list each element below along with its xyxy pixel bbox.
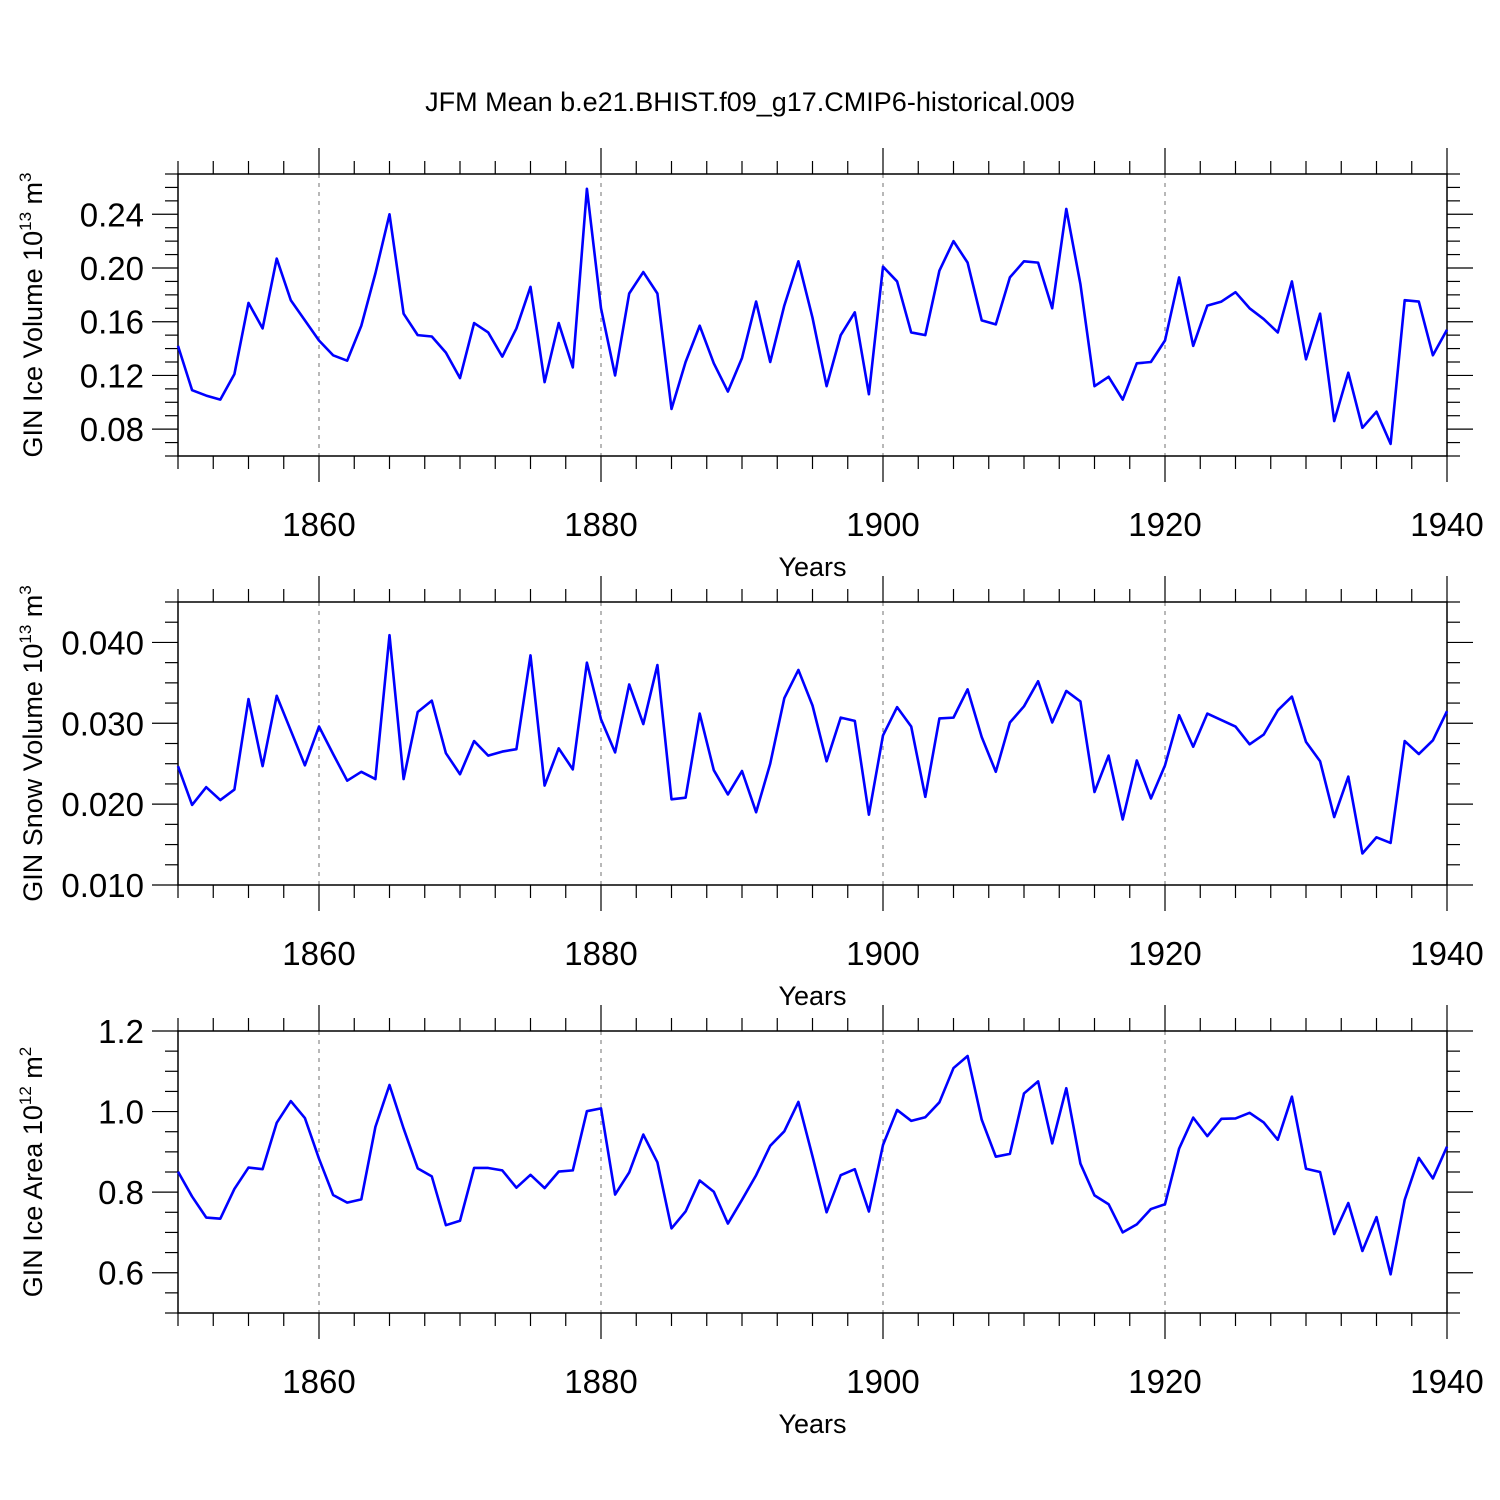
y-tick-label: 0.6 bbox=[98, 1255, 144, 1292]
x-tick-label: 1860 bbox=[282, 1363, 355, 1400]
x-tick-label: 1900 bbox=[846, 935, 919, 972]
x-axis-label: Years bbox=[778, 1409, 846, 1439]
y-tick-label: 0.08 bbox=[80, 411, 144, 448]
x-tick-label: 1920 bbox=[1128, 1363, 1201, 1400]
x-tick-label: 1940 bbox=[1410, 506, 1483, 543]
y-tick-label: 0.24 bbox=[80, 196, 144, 233]
y-tick-label: 0.20 bbox=[80, 250, 144, 287]
x-tick-label: 1860 bbox=[282, 935, 355, 972]
x-tick-label: 1880 bbox=[564, 935, 637, 972]
x-tick-label: 1880 bbox=[564, 506, 637, 543]
y-axis-label-main: GIN Snow Volume 10 bbox=[18, 644, 48, 902]
y-axis-label-main: GIN Ice Area 10 bbox=[18, 1105, 48, 1297]
y-axis-label: GIN Snow Volume 1013 m3 bbox=[16, 585, 48, 902]
panel-2: 0.010 0.020 0.030 0.040 1860 1880 1900 1920 1940… bbox=[16, 576, 1484, 1011]
y-axis-label-unit: m bbox=[18, 595, 48, 625]
x-axis-label: Years bbox=[778, 552, 846, 582]
x-axis-label: Years bbox=[778, 981, 846, 1011]
y-tick-label: 0.010 bbox=[61, 867, 144, 904]
y-axis-label-unit: m bbox=[18, 1056, 48, 1086]
x-tick-label: 1880 bbox=[564, 1363, 637, 1400]
y-tick-label: 0.040 bbox=[61, 624, 144, 661]
x-tick-label: 1940 bbox=[1410, 1363, 1483, 1400]
figure-title: JFM Mean b.e21.BHIST.f09_g17.CMIP6-histo… bbox=[425, 87, 1075, 117]
data-points bbox=[177, 1055, 1448, 1275]
panel-1: 0.08 0.12 0.16 0.20 0.24 1860 1880 1900 1920 1940… bbox=[16, 148, 1484, 582]
x-tick-label: 1900 bbox=[846, 506, 919, 543]
y-tick-label: 0.030 bbox=[61, 705, 144, 742]
y-axis-label-unit-exponent: 3 bbox=[16, 585, 35, 594]
y-tick-label: 1.0 bbox=[98, 1094, 144, 1131]
data-points bbox=[177, 635, 1448, 854]
y-axis-label-unit-exponent: 2 bbox=[16, 1047, 35, 1056]
y-tick-label: 0.16 bbox=[80, 304, 144, 341]
y-tick-label: 0.12 bbox=[80, 357, 144, 394]
x-tick-label: 1940 bbox=[1410, 935, 1483, 972]
panel-3: 0.6 0.8 1.0 1.2 1860 1880 1900 1920 1940 Years GIN… bbox=[16, 1005, 1484, 1439]
y-axis-label-unit-exponent: 3 bbox=[16, 172, 35, 181]
x-tick-label: 1860 bbox=[282, 506, 355, 543]
y-tick-label: 0.020 bbox=[61, 786, 144, 823]
y-axis-label-main: GIN Ice Volume 10 bbox=[18, 231, 48, 458]
data-points bbox=[177, 188, 1448, 444]
y-axis-label-unit: m bbox=[18, 182, 48, 212]
y-axis-label-exponent: 12 bbox=[16, 1086, 35, 1105]
y-axis-label: GIN Ice Area 1012 m2 bbox=[16, 1047, 48, 1298]
x-tick-label: 1920 bbox=[1128, 935, 1201, 972]
y-tick-label: 0.8 bbox=[98, 1174, 144, 1211]
y-axis-label: GIN Ice Volume 1013 m3 bbox=[16, 172, 48, 457]
x-tick-label: 1900 bbox=[846, 1363, 919, 1400]
y-axis-label-exponent: 13 bbox=[16, 212, 35, 231]
y-axis-label-exponent: 13 bbox=[16, 625, 35, 644]
x-tick-label: 1920 bbox=[1128, 506, 1201, 543]
y-tick-label: 1.2 bbox=[98, 1013, 144, 1050]
panels: 0.08 0.12 0.16 0.20 0.24 1860 1880 1900 1920 1940… bbox=[16, 148, 1484, 1439]
